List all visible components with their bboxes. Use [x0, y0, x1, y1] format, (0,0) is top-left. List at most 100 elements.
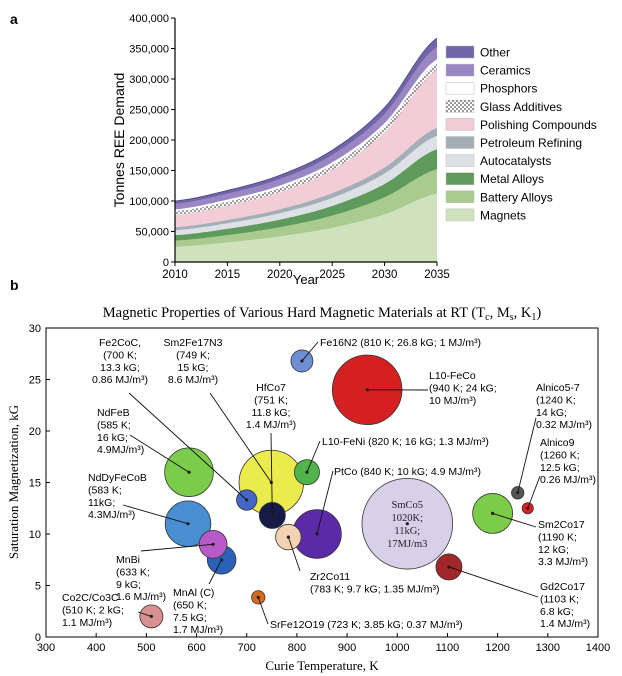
area-x-tick-label: 2025 [319, 269, 345, 281]
bubble-label-hfco7: 11.8 kG; [252, 407, 291, 419]
scatter-x-axis-label: Curie Temperature, K [265, 658, 379, 673]
legend-swatch [445, 190, 475, 204]
scatter-chart: 300 400 500 600 700 800 900 1000 1100 1200 1300 140… [6, 323, 610, 673]
bubble-label-fe2coc: Fe2CoC, [99, 337, 141, 349]
area-y-tick-label: 150,000 [129, 166, 169, 178]
scatter-y-tick-label: 30 [29, 323, 41, 335]
leader-gd2co17 [448, 566, 539, 598]
leader-zr2co11 [287, 536, 301, 572]
legend-swatch [445, 154, 475, 167]
scatter-x-tick-label: 500 [137, 642, 155, 654]
bubble-label-sm2co17: 3.3 MJ/m³) [538, 556, 588, 568]
bubble-label-l10feco: (940 K; 24 kG; [429, 382, 497, 394]
scatter-x-tick-label: 900 [338, 642, 356, 654]
legend-entry: Phosphors [480, 82, 537, 96]
bubble-label-mnal: MnAl (C) [173, 587, 214, 599]
legend-entry: Battery Alloys [480, 190, 553, 204]
area-y-tick-label: 100,000 [129, 196, 169, 208]
leader-ptco [316, 470, 334, 535]
bubble-label-smco5: 1020K; [392, 513, 424, 524]
legend-entry: Ceramics [480, 64, 531, 78]
bubble-label-alnico57: (1240 K; [536, 394, 576, 406]
scatter-x-tick-label: 1100 [436, 642, 460, 654]
leader-mnal [208, 559, 223, 585]
bubble-label-mnbi: 1.6 MJ/m³) [116, 591, 166, 603]
scatter-x-tick-label: 700 [238, 642, 256, 654]
scatter-x-tick-label: 400 [87, 642, 105, 654]
bubble-label-mnbi: MnBi [116, 554, 140, 566]
scatter-x-tick-label: 1000 [385, 642, 409, 654]
bubble-label-hfco7: 1.4 MJ/m³) [246, 419, 296, 431]
area-y-tick-label: 350,000 [129, 44, 169, 56]
bubble-label-fe2coc: 13.3 kG; [100, 362, 140, 374]
bubble-label-fe2coc: (700 K; [103, 349, 137, 361]
scatter-y-tick-label: 5 [35, 581, 41, 593]
area-top-outline [174, 37, 438, 202]
legend-swatch [445, 81, 475, 95]
bubble-label-zr2co11: (783 K; 9.7 kG; 1.35 MJ/m³) [310, 583, 440, 595]
bubble-label-ndfecob: NdDyFeCoB [88, 472, 147, 484]
bubble-label-mnbi: 9 kG; [116, 579, 141, 591]
area-x-tick-label: 2030 [372, 269, 398, 281]
leader-sm2fe17n3 [209, 392, 272, 483]
bubble-label-co2c: (510 K; 2 kG; [62, 604, 124, 616]
bubble-label-smco5: 17MJ/m3 [387, 539, 427, 550]
panel-a-label: a [10, 11, 18, 27]
legend-entry: Magnets [480, 208, 526, 222]
bubble-label-ndfeb: 16 kG; [97, 432, 128, 444]
area-x-tick-label: 2015 [215, 269, 241, 281]
bubble-label-ndfeb: (585 K; [97, 419, 131, 431]
leader-hfco7 [270, 432, 273, 516]
bubble-label-gd2co17: 1.4 MJ/m³) [540, 618, 590, 630]
leader-mnbi [140, 543, 214, 552]
scatter-y-tick-label: 20 [29, 426, 41, 438]
bubble-label-sm2co17: (1190 K; [538, 531, 577, 543]
bubble-label-gd2co17: (1103 K; [540, 593, 579, 605]
area-y-tick-label: 250,000 [129, 105, 169, 117]
scatter-y-axis-label: Saturation Magnetization, kG [6, 405, 21, 559]
bubble-label-l10feco: L10-FeCo [429, 370, 476, 382]
leader-fe16n2 [301, 341, 319, 362]
leader-ndfeb [129, 434, 190, 473]
scatter-y-tick-label: 0 [35, 632, 41, 644]
bubble-label-smco5: SmCo5 [392, 500, 424, 511]
bubble-label-ptco: PtCo (840 K; 10 kG; 4.9 MJ/m³) [334, 466, 481, 478]
area-y-tick-label: 50,000 [135, 227, 169, 239]
legend-swatch [445, 100, 475, 113]
leader-srfe12o19 [257, 597, 269, 625]
bubble-label-gd2co17: Gd2Co17 [540, 581, 585, 593]
legend-swatch [445, 172, 475, 185]
area-y-tick-label: 300,000 [129, 74, 169, 86]
legend-entry: Metal Alloys [480, 172, 544, 186]
bubble-label-hfco7: (751 K; [254, 394, 288, 406]
bubble-label-ndfecob: 11kG; [88, 497, 115, 509]
panel-b-label: b [10, 277, 19, 293]
area-series-magnets [175, 193, 437, 262]
bubble-label-mnal: 1.7 MJ/m³) [173, 624, 223, 636]
bubble-center-ndfecob [186, 522, 190, 526]
bubble-label-fe16n2: Fe16N2 (810 K; 26.8 kG; 1 MJ/m³) [320, 337, 481, 349]
bubble-label-ndfecob: 4.3MJ/m³) [88, 509, 135, 521]
legend-swatch [445, 63, 475, 77]
bubble-label-gd2co17: 6.8 kG; [540, 606, 574, 618]
bubble-label-ndfeb: NdFeB [97, 407, 130, 419]
area-series-polishing-compounds [175, 69, 437, 228]
scatter-x-tick-label: 600 [187, 642, 205, 654]
scatter-title: Magnetic Properties of Various Hard Magn… [103, 305, 542, 323]
leader-l10feni [306, 440, 321, 473]
scatter-x-tick-label: 1300 [536, 642, 560, 654]
area-y-tick-label: 200,000 [129, 135, 169, 147]
area-y-tick-label: 0 [163, 257, 169, 269]
area-y-axis-label: Tonnes REE Demand [111, 73, 127, 208]
bubble-label-alnico57: Alnico5-7 [536, 382, 580, 394]
scatter-y-tick-label: 10 [29, 529, 41, 541]
bubble-label-sm2fe17n3: (749 K; [176, 349, 210, 361]
bubble-center-smco5 [405, 522, 409, 526]
legend-entry: Polishing Compounds [480, 118, 597, 132]
legend-swatch [445, 45, 475, 59]
bubble-label-fe2coc: 0.86 MJ/m³) [92, 374, 148, 386]
scatter-x-tick-label: 300 [37, 642, 55, 654]
bubble-label-hfco7: HfCo7 [256, 382, 286, 394]
legend-swatch [445, 118, 475, 131]
